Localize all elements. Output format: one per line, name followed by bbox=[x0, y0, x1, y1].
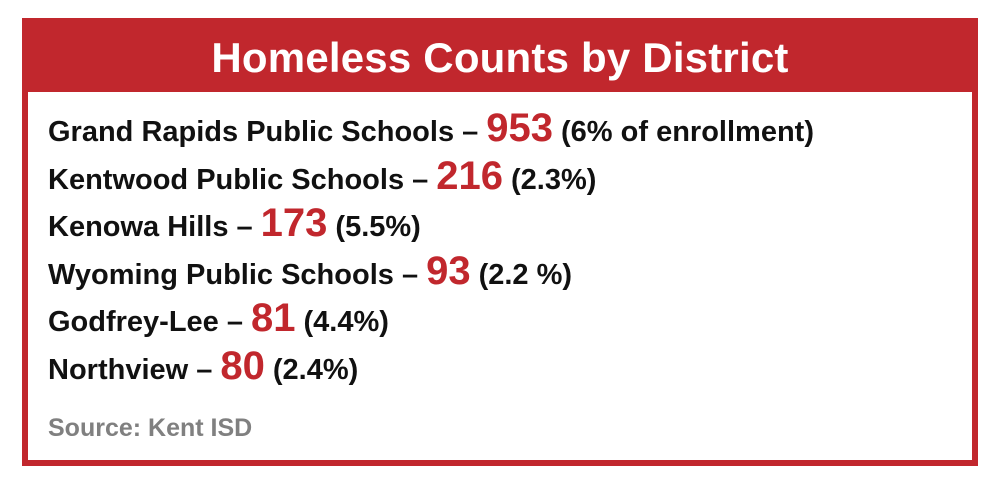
district-note: (6% of enrollment) bbox=[561, 116, 814, 148]
district-count: 93 bbox=[426, 248, 471, 293]
district-name: Northview – bbox=[48, 353, 213, 386]
district-note: (2.4%) bbox=[272, 353, 359, 386]
district-name: Kenowa Hills – bbox=[48, 211, 253, 243]
district-count: 216 bbox=[436, 153, 504, 198]
district-name: Godfrey-Lee – bbox=[48, 306, 243, 338]
list-item: Kentwood Public Schools – 216 (2.3%) bbox=[48, 154, 962, 202]
card-title: Homeless Counts by District bbox=[28, 24, 972, 92]
district-note: (4.4%) bbox=[303, 306, 389, 338]
district-list: Grand Rapids Public Schools – 953 (6% of… bbox=[48, 106, 962, 391]
district-count: 81 bbox=[251, 296, 296, 340]
list-item: Grand Rapids Public Schools – 953 (6% of… bbox=[48, 106, 962, 154]
info-card: Homeless Counts by District Grand Rapids… bbox=[22, 18, 978, 466]
list-item: Wyoming Public Schools – 93 (2.2 %) bbox=[48, 249, 962, 297]
list-item: Northview – 80 (2.4%) bbox=[48, 344, 962, 392]
district-name: Grand Rapids Public Schools – bbox=[48, 116, 479, 148]
district-note: (2.2 %) bbox=[478, 258, 573, 291]
district-name: Kentwood Public Schools – bbox=[48, 163, 429, 196]
district-count: 80 bbox=[220, 343, 265, 388]
district-name: Wyoming Public Schools – bbox=[48, 258, 419, 291]
source-note: Source: Kent ISD bbox=[48, 414, 253, 442]
list-item: Kenowa Hills – 173 (5.5%) bbox=[48, 201, 962, 249]
district-note: (2.3%) bbox=[511, 163, 597, 196]
district-count: 953 bbox=[486, 106, 554, 150]
district-count: 173 bbox=[260, 201, 328, 245]
district-note: (5.5%) bbox=[335, 211, 421, 243]
list-item: Godfrey-Lee – 81 (4.4%) bbox=[48, 296, 962, 344]
